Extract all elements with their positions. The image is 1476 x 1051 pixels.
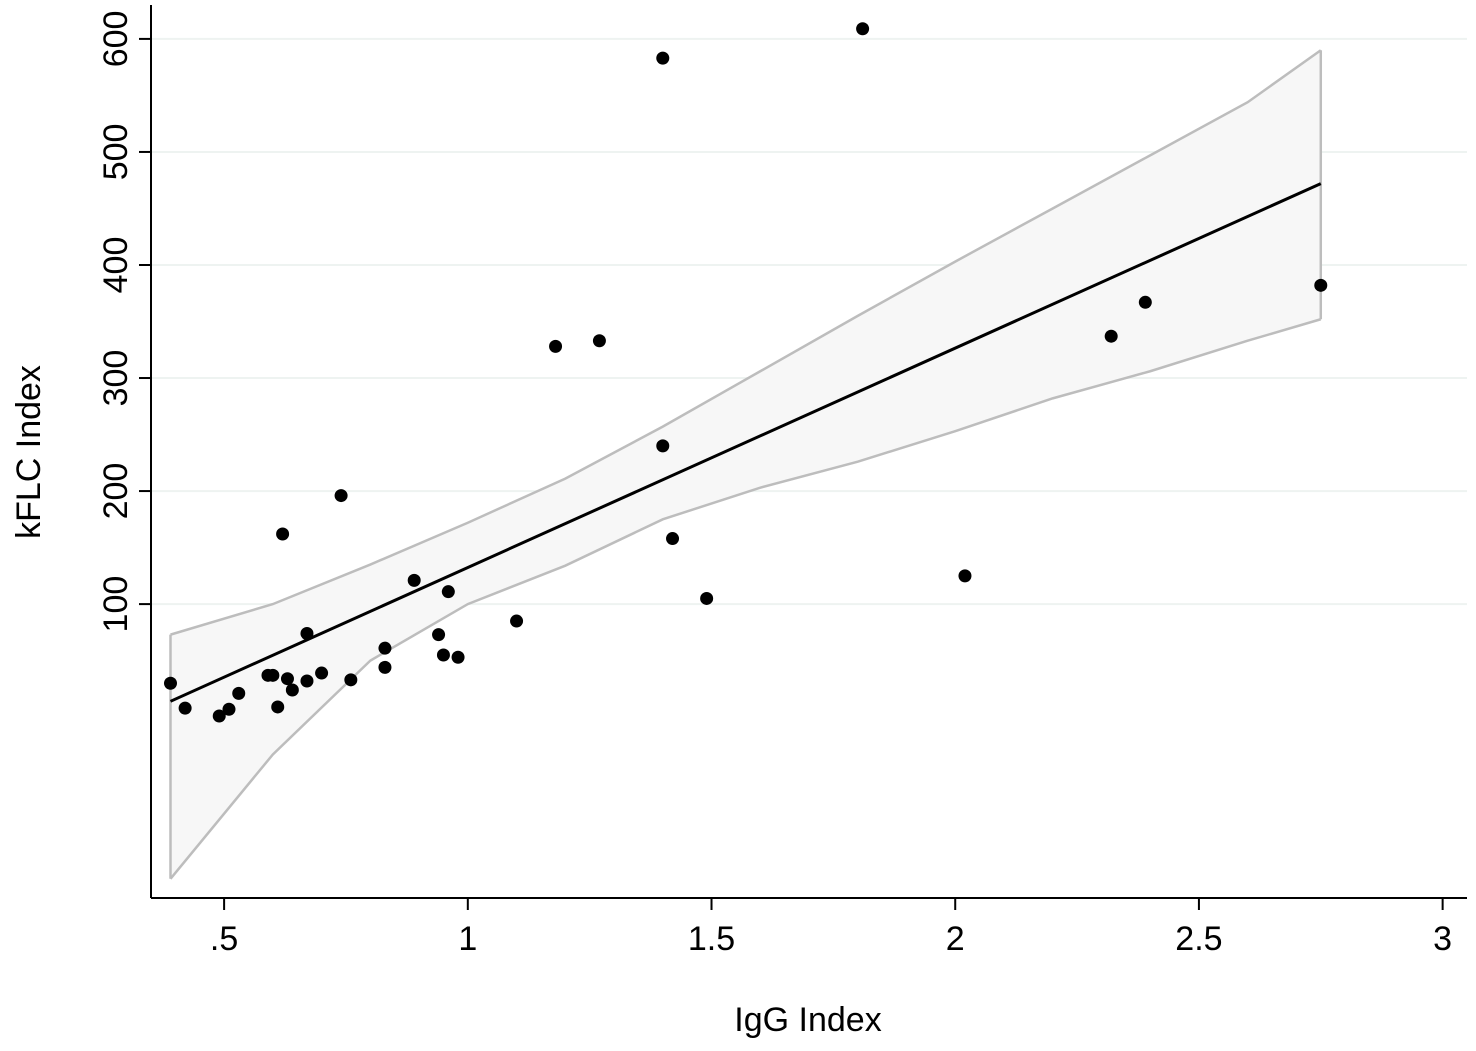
data-point bbox=[700, 591, 714, 605]
data-point bbox=[334, 489, 348, 503]
y-tick-label: 400 bbox=[97, 237, 135, 294]
x-tick-label: 2.5 bbox=[1175, 920, 1222, 958]
data-point bbox=[656, 439, 670, 453]
data-point bbox=[510, 614, 524, 628]
x-tick-label: 1 bbox=[458, 920, 477, 958]
x-tick-label: 3 bbox=[1433, 920, 1452, 958]
data-point bbox=[856, 22, 870, 36]
y-tick-label: 600 bbox=[97, 11, 135, 68]
data-point bbox=[163, 676, 177, 690]
axes bbox=[150, 5, 1467, 899]
confidence-band-lower bbox=[169, 318, 1322, 880]
x-axis-title: IgG Index bbox=[734, 1001, 881, 1039]
data-point bbox=[958, 569, 972, 583]
data-point bbox=[666, 532, 680, 546]
data-point bbox=[280, 672, 294, 686]
x-tick-label: 1.5 bbox=[688, 920, 735, 958]
data-points bbox=[163, 22, 1328, 723]
y-axis-title: kFLC Index bbox=[10, 365, 48, 539]
data-point bbox=[212, 709, 226, 723]
data-point bbox=[656, 51, 670, 65]
data-point bbox=[276, 527, 290, 541]
fit-line-group bbox=[169, 182, 1322, 703]
data-point bbox=[451, 650, 465, 664]
confidence-band-upper bbox=[170, 49, 1322, 636]
data-point bbox=[271, 700, 285, 714]
data-point bbox=[266, 668, 280, 682]
data-point bbox=[285, 683, 299, 697]
data-point bbox=[436, 648, 450, 662]
data-point bbox=[222, 702, 236, 716]
data-point bbox=[378, 641, 392, 655]
confidence-band-fill bbox=[170, 50, 1321, 879]
y-tick-label: 200 bbox=[97, 463, 135, 520]
data-point bbox=[592, 334, 606, 348]
ticks: .5 1 1.5 2 2.5 3 100 200 300 400 500 600 bbox=[97, 11, 1452, 958]
data-point bbox=[315, 666, 329, 680]
data-point bbox=[441, 585, 455, 599]
data-point bbox=[344, 673, 358, 687]
data-point bbox=[1104, 329, 1118, 343]
data-point bbox=[407, 573, 421, 587]
data-point bbox=[300, 674, 314, 688]
data-point bbox=[1138, 295, 1152, 309]
fit-line bbox=[169, 182, 1322, 703]
data-point bbox=[378, 660, 392, 674]
y-tick-label: 500 bbox=[97, 124, 135, 181]
x-tick-label: .5 bbox=[210, 920, 238, 958]
x-tick-label: 2 bbox=[946, 920, 965, 958]
y-tick-label: 300 bbox=[97, 350, 135, 407]
y-tick-label: 100 bbox=[97, 576, 135, 633]
data-point bbox=[178, 701, 192, 715]
confidence-band-group bbox=[169, 49, 1323, 880]
data-point bbox=[232, 686, 246, 700]
data-point bbox=[549, 339, 563, 353]
data-point bbox=[1314, 278, 1328, 292]
data-point bbox=[432, 628, 446, 642]
data-point bbox=[300, 626, 314, 640]
